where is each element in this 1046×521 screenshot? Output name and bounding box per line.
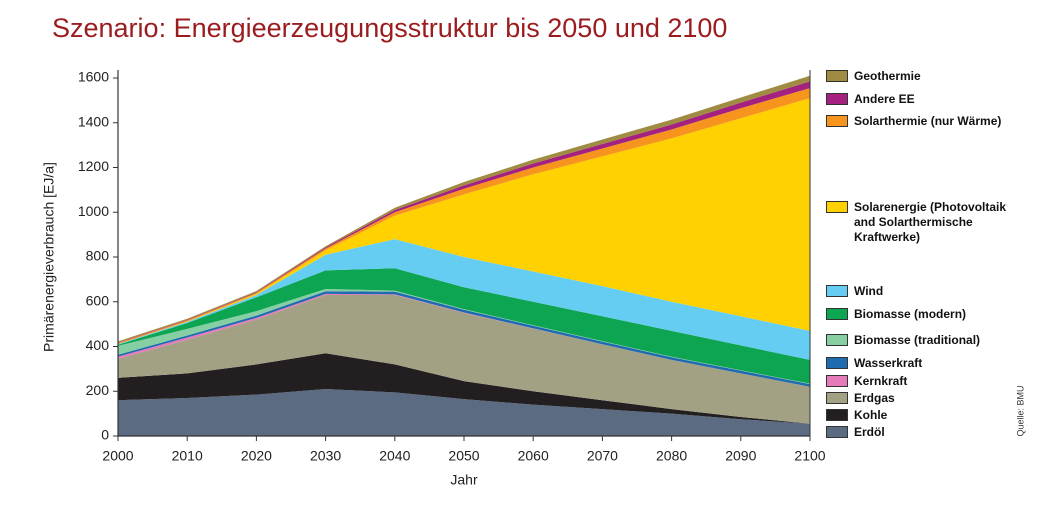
area — [118, 239, 810, 360]
legend-item: Kernkraft — [826, 374, 1026, 389]
legend-item: Wasserkraft — [826, 356, 1026, 371]
legend-swatch — [826, 115, 848, 127]
legend-label: Erdgas — [854, 391, 895, 405]
y-tick-label: 400 — [86, 337, 110, 353]
area — [118, 389, 810, 436]
x-tick-label: 2000 — [102, 448, 133, 464]
legend-swatch — [826, 426, 848, 438]
area — [118, 291, 810, 387]
area — [118, 295, 810, 424]
area — [118, 81, 810, 343]
legend-item: Biomasse (traditional) — [826, 333, 1026, 348]
x-tick-label: 2070 — [587, 448, 618, 464]
x-tick-label: 2020 — [241, 448, 272, 464]
legend-label: Geothermie — [854, 69, 921, 83]
y-tick-label: 1200 — [78, 158, 109, 174]
y-tick-label: 1600 — [78, 69, 109, 85]
legend-swatch — [826, 409, 848, 421]
legend-label: Erdöl — [854, 425, 885, 439]
y-tick-label: 1400 — [78, 113, 109, 129]
x-tick-label: 2060 — [518, 448, 549, 464]
legend-swatch — [826, 93, 848, 105]
source-note: Quelle: BMU — [1015, 385, 1025, 436]
legend-label: Biomasse (modern) — [854, 307, 967, 321]
legend-item: Erdöl — [826, 425, 1026, 440]
legend-swatch — [826, 392, 848, 404]
x-tick-label: 2050 — [448, 448, 479, 464]
legend-label: Solarenergie (Photovoltaik and Solarther… — [854, 200, 1007, 244]
legend-label: Wasserkraft — [854, 356, 923, 370]
legend-label: Biomasse (traditional) — [854, 333, 981, 347]
x-tick-label: 2030 — [310, 448, 341, 464]
y-tick-label: 1000 — [78, 203, 109, 219]
legend-swatch — [826, 70, 848, 82]
legend-swatch — [826, 285, 848, 297]
area — [118, 75, 810, 343]
legend-label: Andere EE — [854, 92, 915, 106]
legend-label: Solarthermie (nur Wärme) — [854, 114, 1002, 128]
legend-swatch — [826, 375, 848, 387]
x-tick-label: 2040 — [379, 448, 410, 464]
legend-label: Kohle — [854, 408, 888, 422]
x-tick-label: 2080 — [656, 448, 687, 464]
y-axis-label: Primärenergieverbrauch [EJ/a] — [41, 162, 57, 352]
legend-item: Solarthermie (nur Wärme) — [826, 114, 1026, 129]
y-tick-label: 800 — [86, 248, 110, 264]
legend-swatch — [826, 334, 848, 346]
area — [118, 88, 810, 345]
y-tick-label: 0 — [101, 427, 109, 443]
legend-label: Wind — [854, 284, 884, 298]
x-tick-label: 2100 — [794, 448, 825, 464]
legend-item: Solarenergie (Photovoltaik and Solarther… — [826, 200, 1026, 245]
legend-item: Wind — [826, 284, 1026, 299]
legend-item: Andere EE — [826, 92, 1026, 107]
area — [118, 353, 810, 424]
legend-item: Biomasse (modern) — [826, 307, 1026, 322]
legend-item: Erdgas — [826, 391, 1026, 406]
area — [118, 268, 810, 384]
area — [118, 98, 810, 345]
legend-swatch — [826, 308, 848, 320]
x-axis-label: Jahr — [450, 472, 478, 488]
legend-label: Kernkraft — [854, 374, 908, 388]
areas — [118, 75, 810, 436]
legend-item: Kohle — [826, 408, 1026, 423]
x-tick-label: 2010 — [172, 448, 203, 464]
area — [118, 293, 810, 387]
y-tick-label: 600 — [86, 292, 110, 308]
chart-title: Szenario: Energieerzeugungsstruktur bis … — [52, 13, 727, 43]
x-tick-label: 2090 — [725, 448, 756, 464]
legend-swatch — [826, 201, 848, 213]
legend-item: Geothermie — [826, 69, 1026, 84]
legend-swatch — [826, 357, 848, 369]
y-tick-label: 200 — [86, 382, 110, 398]
